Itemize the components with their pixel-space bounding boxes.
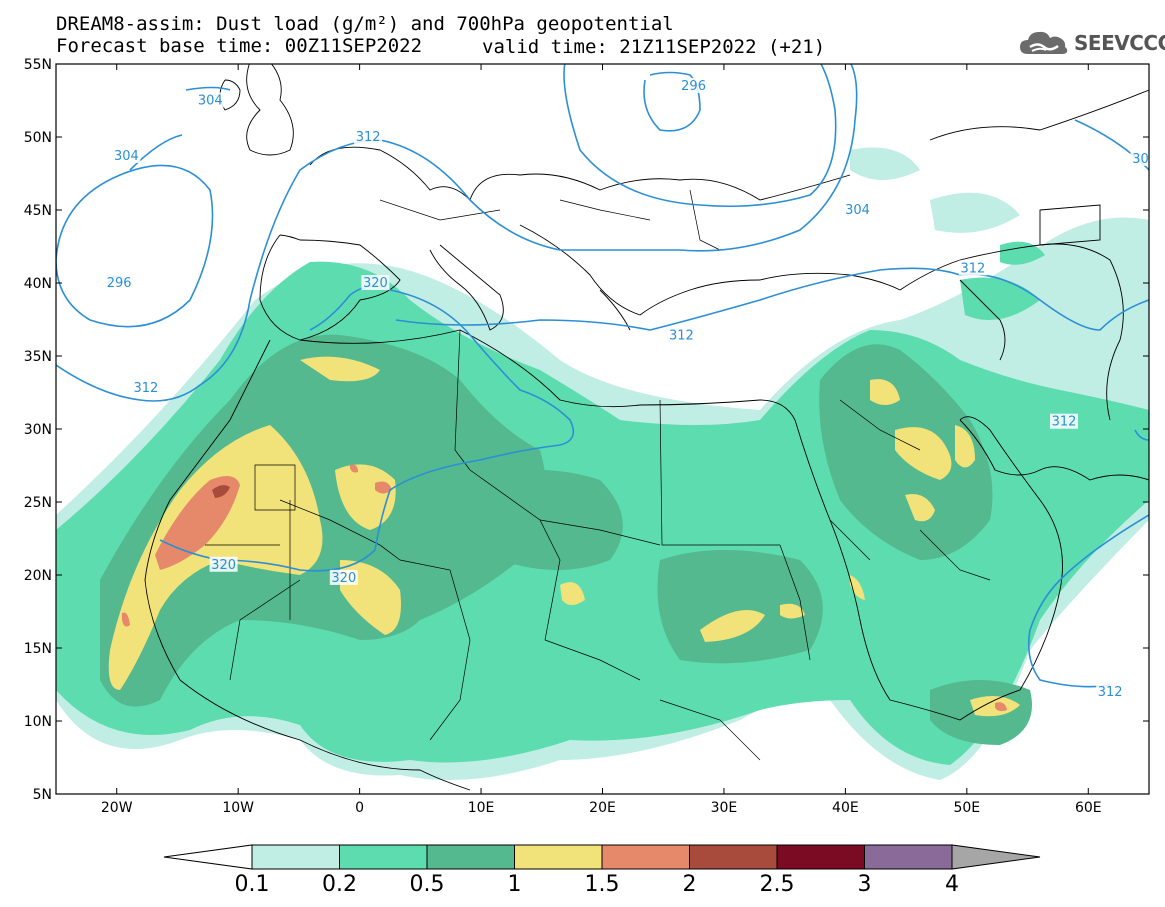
colorbar-label: 0.2 [322, 872, 357, 897]
colorbar: 0.1 0.2 0.5 1 1.5 2 2.5 3 4 [163, 844, 1041, 897]
contour-label-bg [112, 147, 141, 163]
colorbar-label: 0.1 [235, 872, 270, 897]
contour-label: 312 [1098, 685, 1123, 700]
contour-label-bg [196, 92, 225, 108]
contour-label: 30 [1132, 152, 1149, 167]
lat-tick-label: 45N [24, 203, 52, 219]
colorbar-label: 2 [683, 872, 697, 897]
lon-tick-label: 20W [101, 800, 133, 816]
coastlines [144, 64, 1149, 791]
lon-tick-label: 10E [468, 800, 495, 816]
contour-label: 312 [669, 329, 694, 344]
lon-tick-label: 40E [832, 800, 859, 816]
logo-text: SEEVCCC [1074, 31, 1165, 55]
lat-tick-label: 20N [24, 568, 52, 584]
valid-time: valid time: 21Z11SEP2022 (+21) [482, 36, 826, 58]
contour-label-bg [354, 129, 383, 144]
contour-label: 304 [845, 203, 870, 218]
contour-label-bg [105, 275, 134, 290]
lat-tick-label: 15N [24, 641, 52, 657]
contour-label-bg [843, 202, 872, 217]
colorbar-segment [601, 844, 690, 870]
colorbar-segment [426, 844, 515, 870]
contour-label: 320 [331, 571, 356, 586]
contour-label: 320 [363, 276, 388, 291]
lat-tick-label: 5N [33, 787, 52, 803]
contour-label-bg [329, 569, 358, 585]
colorbar-label: 2.5 [760, 872, 795, 897]
colorbar-under-arrow [163, 844, 253, 870]
contour-label: 312 [960, 261, 985, 276]
lat-tick-label: 30N [24, 422, 52, 438]
colorbar-segment [514, 844, 603, 870]
lon-tick-label: 10W [222, 800, 254, 816]
colorbar-label: 3 [858, 872, 872, 897]
lat-tick-label: 35N [24, 349, 52, 365]
dust-field [56, 147, 1149, 780]
lat-tick-label: 55N [24, 57, 52, 73]
lat-tick-label: 25N [24, 495, 52, 511]
seevccc-logo: SEEVCCC [1018, 28, 1165, 58]
contour-label: 320 [211, 558, 236, 573]
contour-label-bg [679, 77, 708, 93]
colorbar-label: 1 [508, 872, 522, 897]
contour-label-bg [1049, 413, 1078, 429]
contour-label: 304 [198, 94, 223, 109]
contour-label: 312 [133, 381, 158, 396]
contour-label-bg [209, 556, 238, 572]
lon-tick-label: 60E [1075, 800, 1102, 816]
cloud-icon [1020, 31, 1068, 54]
country-borders [205, 189, 991, 761]
colorbar-label: 4 [945, 872, 959, 897]
lon-tick-label: 0 [355, 800, 364, 816]
contour-labels: 304 312 296 304 296 312 320 304 312 312 312 320 320 3… [105, 77, 1151, 700]
map-title: DREAM8-assim: Dust load (g/m²) and 700hP… [56, 13, 674, 35]
contour-label-bg [361, 275, 390, 290]
colorbar-segment [689, 844, 778, 870]
lon-tick-label: 20E [589, 800, 616, 816]
lon-tick-label: 30E [711, 800, 738, 816]
colorbar-segment [339, 844, 428, 870]
contour-label-bg [958, 260, 987, 276]
forecast-base-time: Forecast base time: 00Z11SEP2022 [56, 35, 423, 57]
colorbar-label: 1.5 [585, 872, 620, 897]
colorbar-segment [251, 844, 340, 870]
lat-tick-label: 10N [24, 714, 52, 730]
contour-label: 312 [356, 130, 381, 145]
colorbar-segment [776, 844, 865, 870]
lat-tick-label: 50N [24, 130, 52, 146]
contour-label-bg [1096, 683, 1125, 699]
contour-label-bg [1130, 150, 1151, 166]
contour-label: 312 [1052, 415, 1077, 430]
colorbar-over-arrow [951, 844, 1041, 870]
colorbar-segment [864, 844, 953, 870]
colorbar-label: 0.5 [410, 872, 445, 897]
contour-label-bg [667, 327, 696, 343]
contour-label-bg [131, 380, 160, 396]
lon-tick-label: 50E [953, 800, 980, 816]
contour-label: 296 [107, 276, 132, 291]
lat-tick-label: 40N [24, 276, 52, 292]
contour-label: 304 [114, 149, 139, 164]
contour-label: 296 [681, 79, 706, 94]
axis-ticks: 20W 10W 0 10E 20E 30E 40E 50E 60E 55N 50N 45N 40N 35N… [24, 57, 1149, 816]
